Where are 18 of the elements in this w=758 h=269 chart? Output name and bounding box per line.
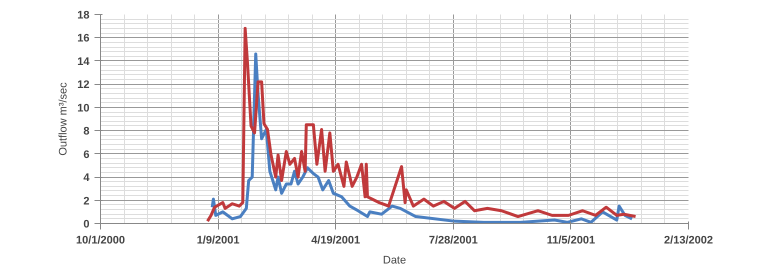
y-tick-label: 6	[83, 148, 90, 161]
y-axis-title: Outflow m³/sec	[57, 82, 70, 156]
y-tick-label: 4	[83, 172, 90, 184]
y-tick-label: 8	[83, 126, 90, 138]
x-tick-label: 10/1/2000	[76, 234, 125, 246]
y-tick-label: 14	[77, 56, 90, 68]
y-tick-label: 18	[77, 10, 90, 22]
y-tick-label: 16	[77, 32, 90, 45]
y-tick-label: 0	[83, 218, 90, 230]
x-tick-label: 1/9/2001	[196, 234, 240, 246]
y-tick-label: 10	[77, 102, 90, 114]
x-tick-label: 4/19/2001	[311, 234, 360, 246]
x-axis-title: Date	[382, 254, 406, 266]
x-tick-label: 11/5/2001	[546, 234, 596, 246]
y-tick-label: 12	[77, 79, 90, 92]
y-tick-label: 2	[83, 195, 90, 208]
x-tick-label: 2/13/2002	[664, 234, 713, 246]
x-tick-label: 7/28/2001	[428, 234, 478, 246]
